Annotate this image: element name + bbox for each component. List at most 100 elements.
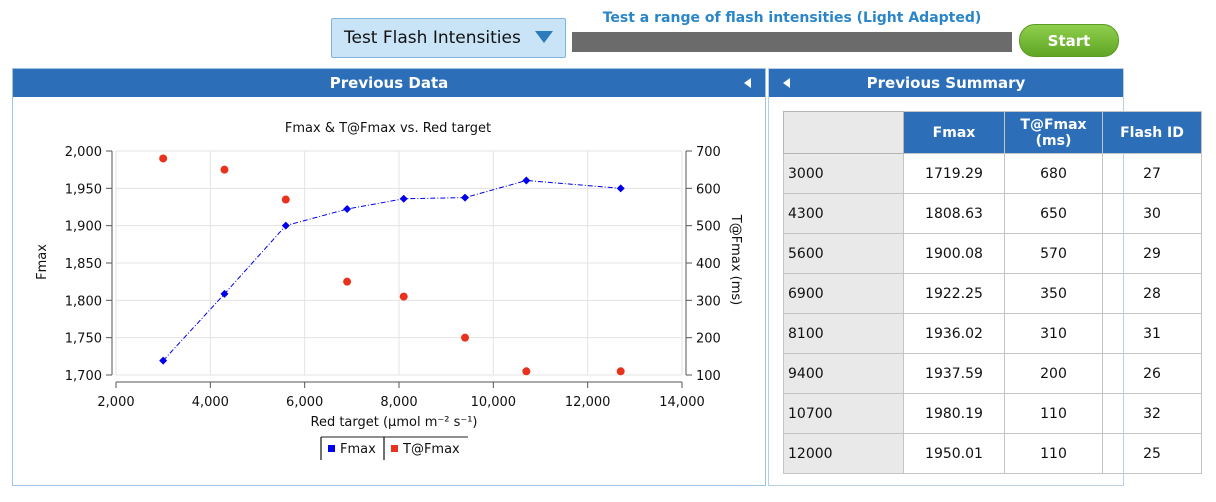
row-header-cell: 8100 — [783, 313, 904, 354]
chart-series — [159, 154, 625, 376]
y-tick-label: 1,700 — [65, 369, 102, 384]
tfmax-cell: 110 — [1004, 393, 1103, 434]
fmax-cell: 1900.08 — [903, 233, 1005, 274]
y-tick-label: 2,000 — [65, 145, 102, 160]
table-row[interactable]: 12000 1950.01 110 25 — [783, 433, 1202, 474]
flash-id-cell: 30 — [1102, 193, 1202, 234]
flash-id-cell: 28 — [1102, 273, 1202, 314]
y2-tick-label: 500 — [696, 220, 721, 235]
legend-label-fmax: Fmax — [340, 442, 376, 457]
fmax-cell: 1719.29 — [903, 153, 1005, 194]
y-tick-label: 1,850 — [65, 257, 102, 272]
x-tick-label: 6,000 — [286, 395, 323, 410]
table-row[interactable]: 5600 1900.08 570 29 — [783, 233, 1202, 274]
data-point-tfmax — [461, 333, 470, 342]
series-line-0 — [162, 179, 621, 361]
progress-bar — [572, 32, 1012, 52]
legend-swatch-tfmax — [391, 445, 398, 452]
tfmax-cell: 200 — [1004, 353, 1103, 394]
flash-id-cell: 26 — [1102, 353, 1202, 394]
table-row[interactable]: 10700 1980.19 110 32 — [783, 393, 1202, 434]
row-header-cell: 9400 — [783, 353, 904, 394]
fmax-cell: 1950.01 — [903, 433, 1005, 474]
table-row[interactable]: 6900 1922.25 350 28 — [783, 273, 1202, 314]
y2-axis-label: T@Fmax (ms) — [728, 214, 743, 305]
x-tick-label: 2,000 — [97, 395, 134, 410]
column-header-fmax[interactable]: Fmax — [903, 111, 1005, 154]
y2-tick-label: 600 — [696, 182, 721, 197]
y2-tick-label: 700 — [696, 145, 721, 160]
protocol-dropdown-value: Test Flash Intensities — [344, 28, 521, 48]
table-row[interactable]: 3000 1719.29 680 27 — [783, 153, 1202, 194]
collapse-left-icon[interactable] — [744, 78, 751, 88]
table-row[interactable]: 8100 1936.02 310 31 — [783, 313, 1202, 354]
x-tick-label: 14,000 — [659, 395, 705, 410]
table-row[interactable]: 9400 1937.59 200 26 — [783, 353, 1202, 394]
data-point-fmax — [522, 176, 531, 185]
data-point-tfmax — [616, 367, 625, 376]
row-header-cell: 5600 — [783, 233, 904, 274]
chevron-down-icon — [535, 31, 553, 43]
flash-id-cell: 31 — [1102, 313, 1202, 354]
data-point-fmax — [399, 194, 408, 203]
data-point-fmax — [281, 221, 290, 230]
chart-grid — [115, 150, 683, 376]
column-header-tfmax[interactable]: T@Fmax (ms) — [1004, 111, 1103, 154]
legend-swatch-fmax — [328, 445, 335, 452]
flash-id-cell: 25 — [1102, 433, 1202, 474]
flash-id-cell: 27 — [1102, 153, 1202, 194]
x-tick-label: 8,000 — [380, 395, 417, 410]
flash-id-cell: 29 — [1102, 233, 1202, 274]
fmax-cell: 1922.25 — [903, 273, 1005, 314]
tfmax-cell: 310 — [1004, 313, 1103, 354]
tfmax-cell: 650 — [1004, 193, 1103, 234]
tfmax-cell: 350 — [1004, 273, 1103, 314]
fmax-cell: 1937.59 — [903, 353, 1005, 394]
data-point-tfmax — [220, 165, 229, 174]
table-header-row: Fmax T@Fmax (ms) Flash ID — [783, 111, 1202, 154]
collapse-right-icon[interactable] — [783, 78, 790, 88]
y-axis-label: Fmax — [35, 244, 50, 280]
table-row[interactable]: 4300 1808.63 650 30 — [783, 193, 1202, 234]
row-header-cell: 4300 — [783, 193, 904, 234]
y-tick-label: 1,750 — [65, 332, 102, 347]
y2-tick-label: 200 — [696, 332, 721, 347]
previous-data-panel: Previous Data — [12, 68, 766, 486]
row-header-cell: 12000 — [783, 433, 904, 474]
y2-tick-label: 400 — [696, 257, 721, 272]
data-point-tfmax — [399, 292, 408, 301]
table-corner-cell — [783, 111, 904, 154]
x-tick-label: 10,000 — [471, 395, 517, 410]
chart-axes: 2,000 4,000 6,000 8,000 10,000 12,000 14,000 1,… — [65, 145, 721, 410]
data-point-tfmax — [343, 277, 352, 286]
fmax-chart: 2,000 4,000 6,000 8,000 10,000 12,000 14,000 1,… — [35, 121, 743, 460]
y2-tick-label: 100 — [696, 369, 721, 384]
data-point-tfmax — [159, 154, 168, 163]
start-button[interactable]: Start — [1019, 24, 1119, 57]
chart-legend: Fmax T@Fmax — [320, 436, 468, 460]
data-point-fmax — [616, 184, 625, 193]
y-tick-label: 1,950 — [65, 182, 102, 197]
previous-summary-header: Previous Summary — [769, 69, 1123, 97]
column-header-flash-id[interactable]: Flash ID — [1102, 111, 1202, 154]
protocol-dropdown[interactable]: Test Flash Intensities — [331, 18, 566, 58]
data-point-fmax — [220, 289, 229, 298]
data-point-fmax — [343, 205, 352, 214]
row-header-cell: 10700 — [783, 393, 904, 434]
tfmax-cell: 680 — [1004, 153, 1103, 194]
flash-id-cell: 32 — [1102, 393, 1202, 434]
row-header-cell: 6900 — [783, 273, 904, 314]
x-tick-label: 12,000 — [565, 395, 611, 410]
legend-label-tfmax: T@Fmax — [402, 442, 460, 457]
y-tick-label: 1,800 — [65, 294, 102, 309]
fmax-cell: 1980.19 — [903, 393, 1005, 434]
test-description: Test a range of flash intensities (Light… — [602, 10, 982, 26]
row-header-cell: 3000 — [783, 153, 904, 194]
chart-title: Fmax & T@Fmax vs. Red target — [285, 121, 491, 136]
x-axis-label: Red target (µmol m⁻² s⁻¹) — [311, 415, 478, 430]
panel-title: Previous Data — [329, 74, 449, 92]
panel-title: Previous Summary — [866, 74, 1026, 92]
fmax-cell: 1808.63 — [903, 193, 1005, 234]
tfmax-cell: 110 — [1004, 433, 1103, 474]
data-point-tfmax — [522, 367, 531, 376]
